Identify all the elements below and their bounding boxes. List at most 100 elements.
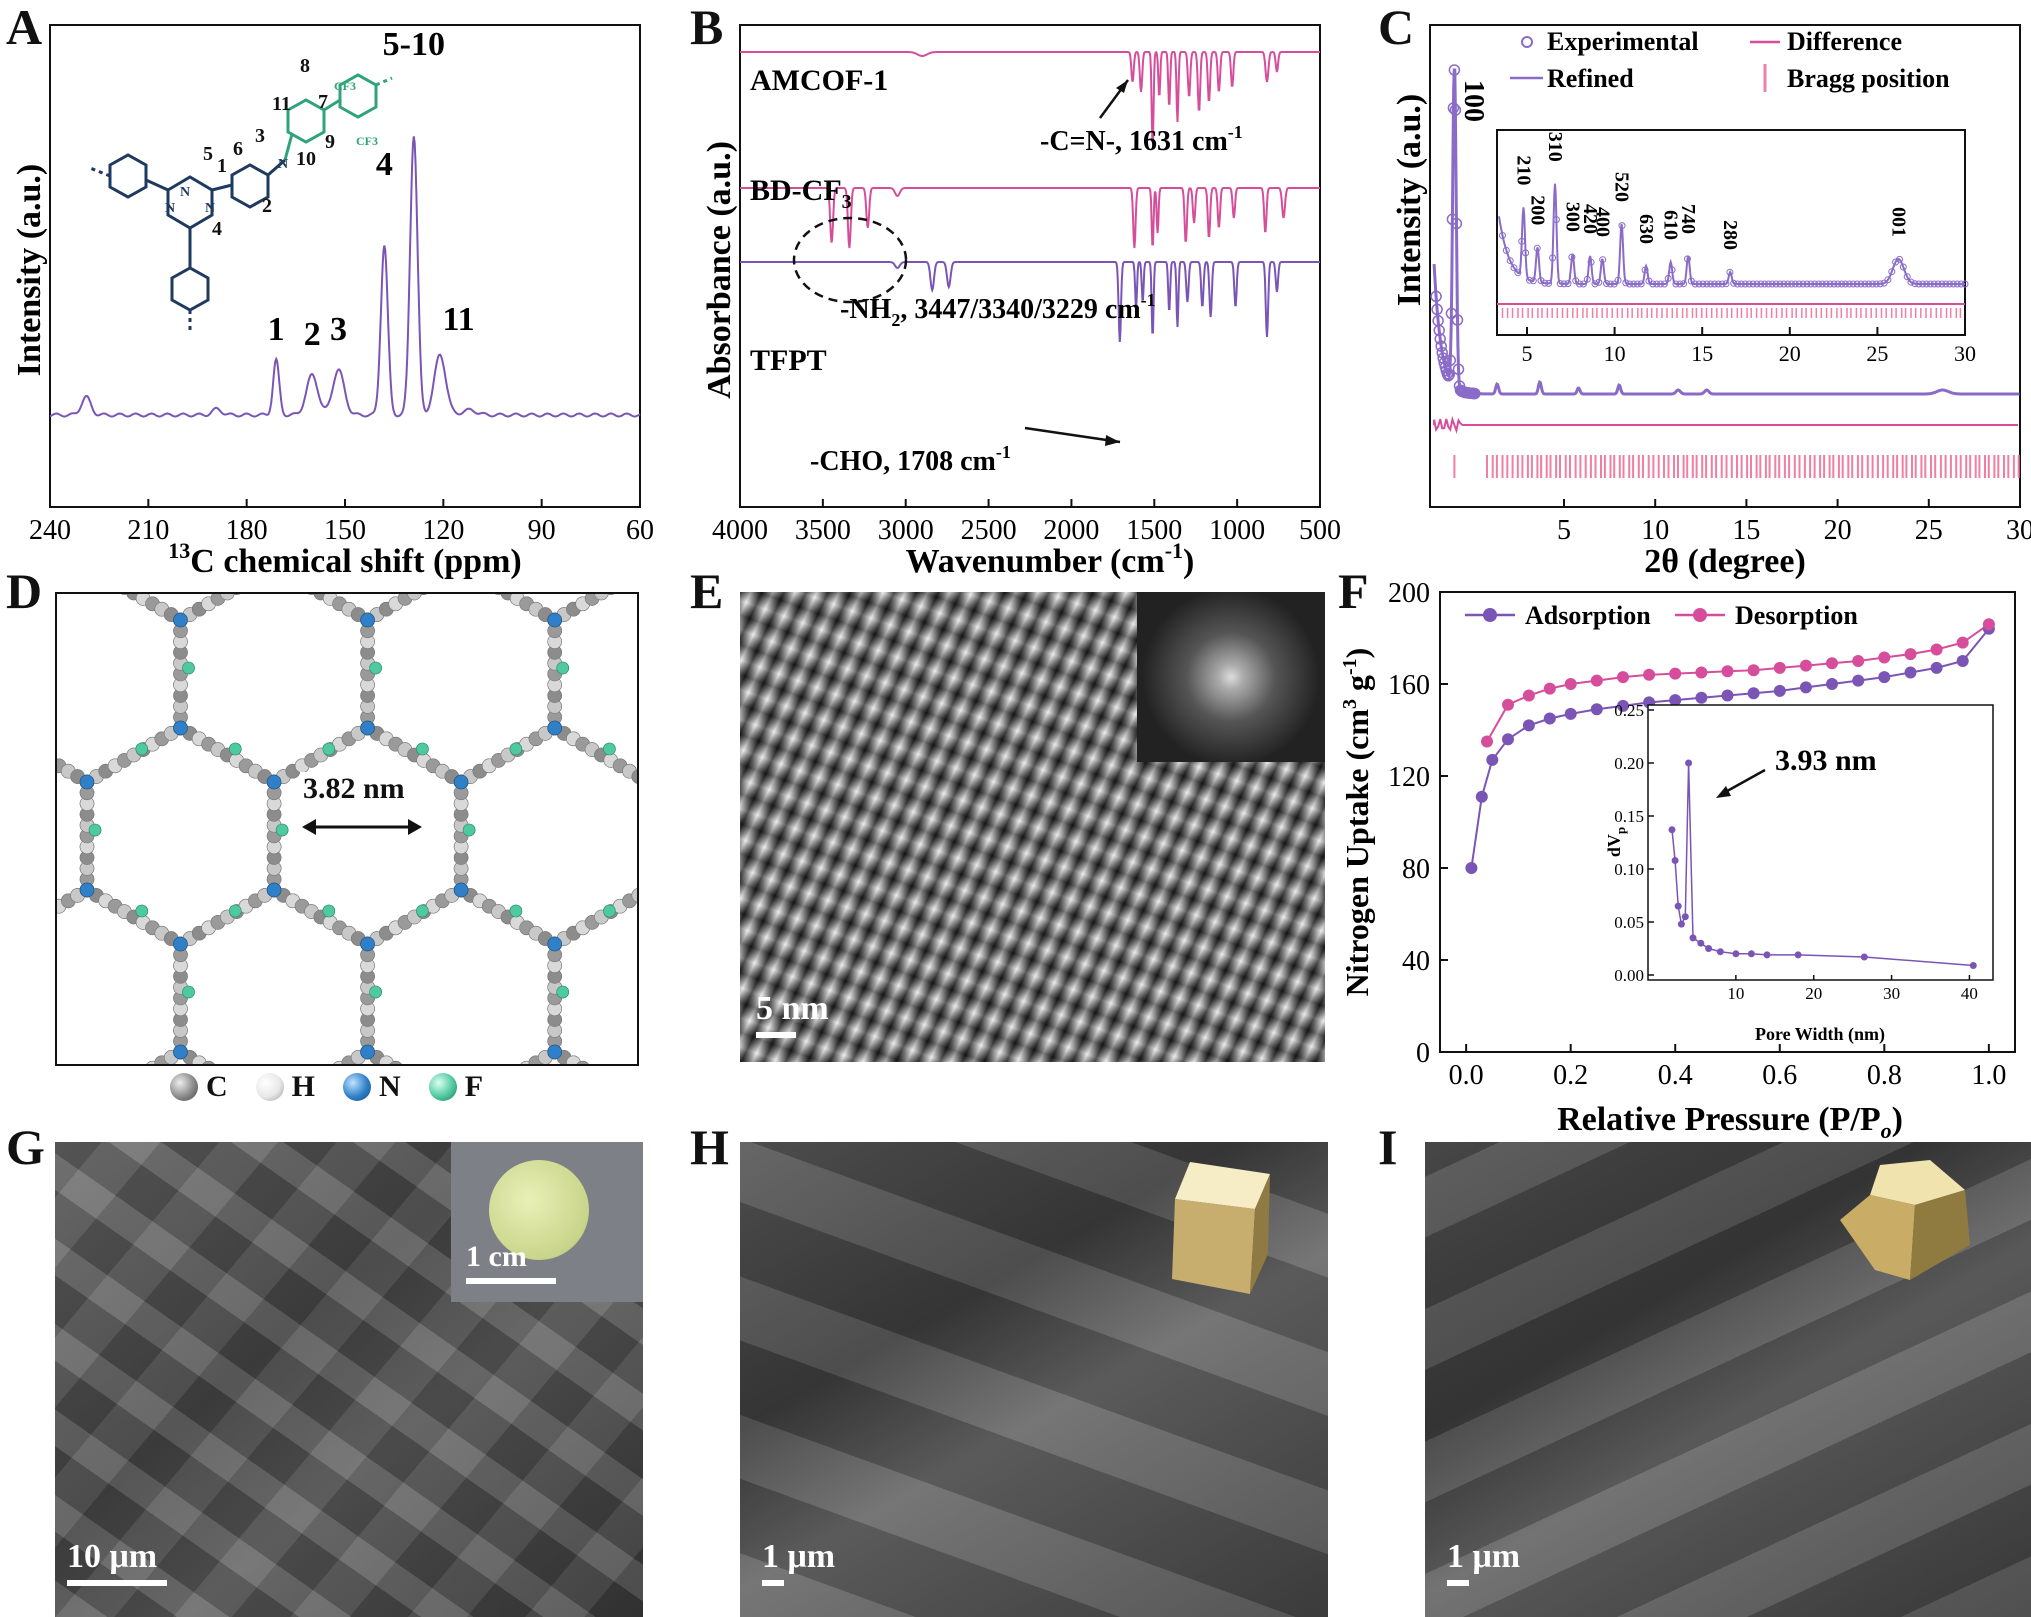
pxrd-inset-peak-label: 610	[1660, 210, 1682, 240]
bottom-phenyl-ring	[170, 266, 210, 312]
nitrogen-atom	[547, 1044, 563, 1060]
nmr-y-axis-label: Intensity (a.u.)	[11, 164, 48, 377]
pxrd-inset-exp-point	[1791, 280, 1799, 288]
ftir-chart: 4000 3500 3000 2500 2000 1500 1000 500 AMCOF-1 …	[701, 24, 1341, 580]
pxrd-inset-exp-point	[1888, 268, 1896, 276]
pxrd-inset-x-tick-label: 10	[1604, 341, 1626, 366]
legend-marker-experimental	[1521, 36, 1533, 48]
ftir-series-amcof: AMCOF-1	[750, 64, 888, 97]
isotherm-point	[1617, 671, 1629, 684]
pxrd-inset-exp-point	[1576, 280, 1584, 288]
psd-y-tick-label: 0.10	[1614, 860, 1644, 879]
isotherm-point	[1486, 753, 1499, 766]
isotherm-point	[1481, 735, 1493, 748]
isotherm-x-tick-label: 0.2	[1553, 1060, 1588, 1091]
pxrd-inset-exp-point	[1942, 280, 1950, 288]
psd-point	[1716, 948, 1724, 956]
pxrd-inset-exp-point	[1953, 280, 1961, 288]
pxrd-inset-exp-point	[1672, 280, 1680, 288]
pxrd-inset-exp-point	[1884, 276, 1892, 284]
pxrd-inset-exp-point	[1529, 277, 1537, 285]
psd-point	[1763, 951, 1771, 959]
psd-y-tick-label: 0.00	[1614, 966, 1644, 985]
isotherm-axes-frame	[1439, 591, 2016, 1053]
atom-legend-c: C	[170, 1070, 228, 1104]
pxrd-inset-peak-label: 001	[1887, 207, 1909, 237]
pxrd-inset-x-tick-label: 30	[1954, 341, 1976, 366]
pxrd-inset-exp-point	[1872, 280, 1880, 288]
pxrd-inset-exp-point	[1649, 280, 1657, 288]
pxrd-inset-exp-point	[1684, 255, 1691, 263]
nitrogen-atom	[360, 1044, 375, 1060]
ftir-annotation-cn: -C=N-, 1631 cm-1	[1040, 122, 1243, 157]
nmr-x-tick-label: 180	[226, 515, 268, 546]
psd-inset-ticks: 10 20 30 40 0.00 0.05 0.10 0.15 0.20 0.25	[1614, 701, 1978, 1003]
svg-text:2: 2	[262, 195, 272, 217]
pxrd-inset-exp-point	[1772, 280, 1780, 288]
pxrd-inset-exp-point	[1711, 280, 1718, 288]
nmr-x-ticks: 240 210 180 150 120 90 60	[29, 499, 654, 546]
isotherm-point	[1695, 666, 1708, 679]
pxrd-inset-exp-point	[1761, 280, 1769, 288]
isotherm-y-tick-label: 40	[1402, 946, 1430, 977]
pxrd-inset-exp-point	[1726, 268, 1734, 276]
nmr-peak-label: 1	[268, 311, 285, 348]
isotherm-y-tick-label: 120	[1388, 762, 1430, 793]
psd-point	[1969, 962, 1977, 969]
pxrd-inset-exp-point	[1780, 280, 1788, 288]
pore-size-label: 3.82 nm	[300, 772, 408, 806]
hrtem-image: 5 nm	[740, 592, 1325, 1062]
nitrogen-atom	[547, 936, 563, 952]
fluorine-atom	[603, 904, 616, 918]
nitrogen-atom	[266, 774, 282, 790]
pxrd-inset-exp-point	[1703, 280, 1711, 288]
pxrd-x-ticks: 5 10 15 20 25 30	[1557, 499, 2031, 546]
nmr-peak-label: 4	[376, 146, 393, 183]
isotherm-point	[1543, 712, 1556, 725]
pxrd-y-axis-label: Intensity (a.u.)	[1391, 94, 1428, 307]
pxrd-inset-exp-point	[1853, 280, 1861, 288]
isotherm-point	[1590, 674, 1603, 687]
pxrd-inset-exp-point	[1630, 280, 1637, 288]
pellet-photo-inset: 1 cm	[451, 1142, 643, 1302]
fluorine-atom	[556, 985, 570, 999]
sem-i-scale-bar: 1 μm	[1447, 1538, 1520, 1586]
nmr-x-tick-label: 210	[127, 515, 169, 546]
pxrd-inset-exp-point	[1745, 280, 1753, 288]
pxrd-x-tick-label: 25	[1915, 515, 1943, 546]
left-phenyl-ring	[108, 153, 148, 199]
pxrd-inset-exp-point	[1522, 249, 1530, 257]
pxrd-exp-point	[1449, 104, 1462, 116]
hrtem-scale-bar: 5 nm	[756, 990, 829, 1038]
pxrd-inset-exp-point	[1568, 253, 1576, 261]
nitrogen-atom	[547, 720, 563, 736]
isotherm-y-tick-label: 0	[1416, 1038, 1430, 1069]
fft-inset	[1137, 592, 1325, 762]
desorption-points	[1481, 618, 1995, 748]
pxrd-inset-exp-point	[1637, 280, 1645, 288]
pellet-scale-bar: 1 cm	[466, 1240, 556, 1284]
legend-desorption: Desorption	[1735, 601, 1858, 630]
ftir-axes-frame	[739, 24, 1321, 508]
ftir-amcof-line	[740, 50, 1320, 143]
pxrd-inset-exp-point	[1768, 280, 1776, 288]
pxrd-inset-exp-point	[1795, 280, 1803, 288]
pxrd-inset-exp-point	[1907, 278, 1915, 286]
isotherm-point	[1956, 636, 1969, 649]
nmr-x-tick-label: 150	[324, 515, 366, 546]
svg-text:11: 11	[272, 93, 291, 115]
atom-legend-f: F	[428, 1070, 483, 1104]
svg-text:CF3: CF3	[356, 134, 378, 148]
framework-atom	[202, 1060, 215, 1064]
pxrd-inset-exp-point	[1591, 280, 1599, 288]
isotherm-x-tick-label: 1.0	[1971, 1060, 2006, 1091]
fluorine-atom	[416, 742, 429, 756]
pxrd-inset-exp-point	[1818, 280, 1826, 288]
pxrd-inset-exp-point	[1610, 280, 1618, 288]
pxrd-inset-exp-point	[1541, 279, 1549, 287]
isotherm-point	[1502, 698, 1514, 711]
psd-point	[1681, 913, 1689, 921]
isotherm-point	[1956, 655, 1969, 667]
svg-text:8: 8	[300, 55, 310, 77]
atom-legend-n: N	[343, 1070, 401, 1104]
